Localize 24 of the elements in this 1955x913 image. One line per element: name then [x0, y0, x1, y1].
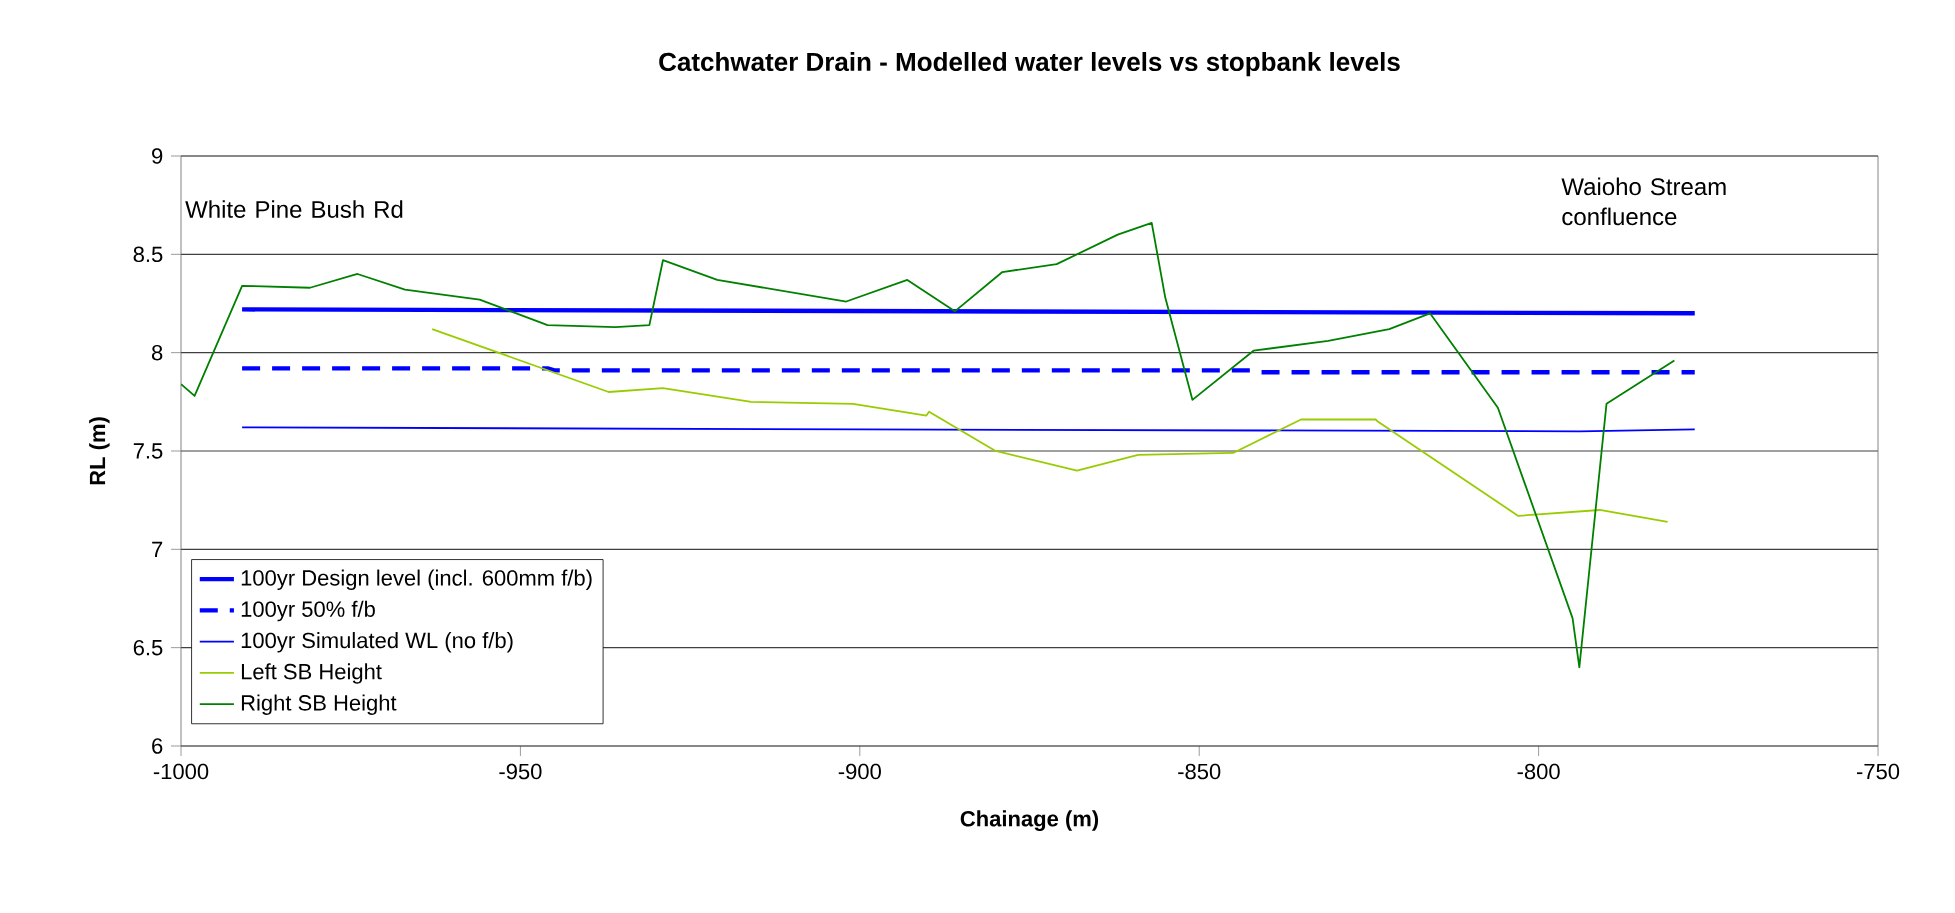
- y-tick-label: 9: [152, 148, 163, 164]
- y-tick-label: 8: [151, 344, 163, 361]
- y-tick-label: 8.5: [133, 246, 163, 263]
- legend-label: Left SB Height: [241, 663, 382, 684]
- x-tick-label: -800: [1517, 763, 1560, 780]
- x-tick-label: -900: [838, 763, 881, 780]
- x-tick-label: -850: [1178, 763, 1221, 780]
- y-axis-title: RL (m): [89, 417, 110, 485]
- y-tick-label: 6: [152, 738, 163, 754]
- y-tick-label: 7: [152, 541, 163, 557]
- x-tick-label: -950: [499, 763, 542, 780]
- x-tick-label: -1000: [153, 763, 209, 780]
- x-axis-title: Chainage (m): [960, 810, 1099, 831]
- legend-label: 100yr Design level (incl. 600mm f/b): [241, 569, 592, 591]
- y-tick-label: 7.5: [133, 443, 163, 459]
- line-series: [431, 328, 1669, 523]
- annotation: White Pine Bush Rd: [185, 200, 403, 218]
- legend-label: 100yr 50% f/b: [241, 600, 375, 622]
- y-tick-label: 6.5: [133, 639, 163, 656]
- chart-title: Catchwater Drain - Modelled water levels vs stopbank levels: [659, 52, 1400, 77]
- legend-label: Right SB Height: [241, 694, 397, 715]
- legend-label: 100yr Simulated WL (no f/b): [241, 632, 513, 653]
- x-tick-label: -750: [1856, 763, 1900, 780]
- annotation: Waioho Stream confluence: [1561, 177, 1726, 226]
